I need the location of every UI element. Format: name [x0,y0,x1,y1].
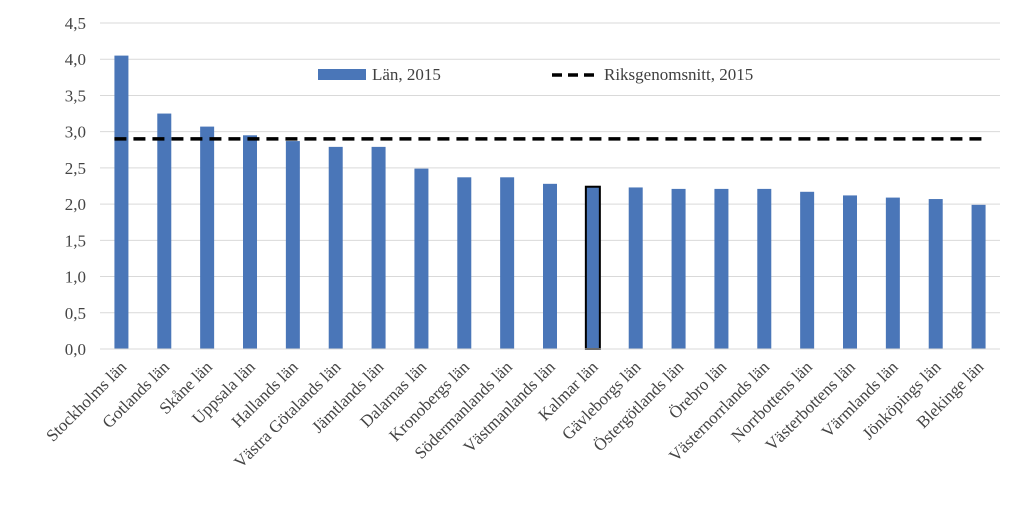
bar [928,199,943,349]
bar [500,177,515,349]
bar [628,187,643,349]
y-tick-label: 1,0 [65,268,86,287]
bar [371,146,386,349]
bar [114,55,129,349]
y-tick-label: 1,5 [65,231,86,250]
y-tick-label: 4,5 [65,14,86,33]
bar [543,183,557,349]
legend-label-reference-line: Riksgenomsnitt, 2015 [604,65,753,84]
bar [843,195,857,349]
y-axis-tick-labels: 0,0 0,5 1,0 1,5 2,0 2,5 3,0 3,5 4,0 4,5 [65,14,86,359]
y-tick-label: 3,0 [65,123,86,142]
legend-swatch-bar [318,69,366,80]
bar [328,146,343,349]
y-tick-label: 0,5 [65,304,86,323]
y-tick-label: 2,0 [65,195,86,214]
y-tick-label: 0,0 [65,340,86,359]
bar-highlighted [584,185,601,350]
bar [971,204,986,349]
bar [714,188,729,349]
bars [114,55,986,350]
legend-label-bars: Län, 2015 [372,65,441,84]
bar [285,141,300,349]
bar [200,126,215,350]
bar [885,197,900,349]
y-tick-label: 4,0 [65,50,86,69]
bar [671,188,686,349]
bar [800,191,815,349]
bar [757,188,772,349]
legend: Län, 2015 Riksgenomsnitt, 2015 [318,65,753,84]
bar [414,168,429,349]
bar [457,177,472,349]
y-tick-label: 3,5 [65,86,86,105]
y-tick-label: 2,5 [65,159,86,178]
bar [243,135,257,349]
bar [157,113,172,349]
